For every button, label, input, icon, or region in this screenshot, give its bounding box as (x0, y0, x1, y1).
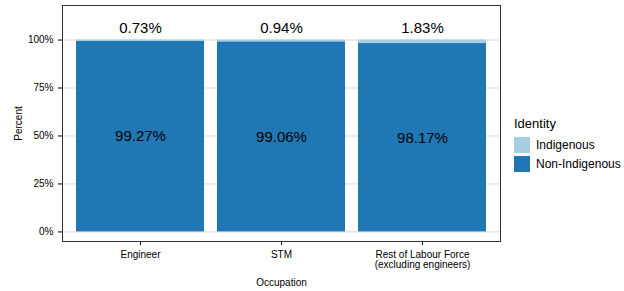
svg-text:99.27%: 99.27% (115, 127, 166, 144)
svg-text:98.17%: 98.17% (397, 129, 448, 146)
svg-text:1.83%: 1.83% (401, 19, 444, 36)
svg-text:50%: 50% (33, 130, 53, 141)
svg-text:STM: STM (271, 249, 292, 260)
svg-text:99.06%: 99.06% (256, 128, 307, 145)
html-text:Non-Indigenous: Non-Indigenous (536, 157, 621, 171)
svg-text:75%: 75% (33, 82, 53, 93)
svg-text:Rest of Labour Force(excluding: Rest of Labour Force(excluding engineers… (375, 249, 471, 270)
svg-text:0%: 0% (39, 226, 54, 237)
svg-text:Engineer: Engineer (120, 249, 161, 260)
html-text:Identity: Identity (514, 116, 556, 131)
svg-text:0.73%: 0.73% (119, 19, 162, 36)
html-text:Indigenous: Indigenous (536, 138, 595, 152)
svg-text:Percent: Percent (13, 106, 24, 141)
svg-text:0.94%: 0.94% (260, 19, 303, 36)
svg-text:100%: 100% (28, 34, 54, 45)
svg-text:25%: 25% (33, 178, 53, 189)
svg-text:Occupation: Occupation (256, 277, 307, 288)
